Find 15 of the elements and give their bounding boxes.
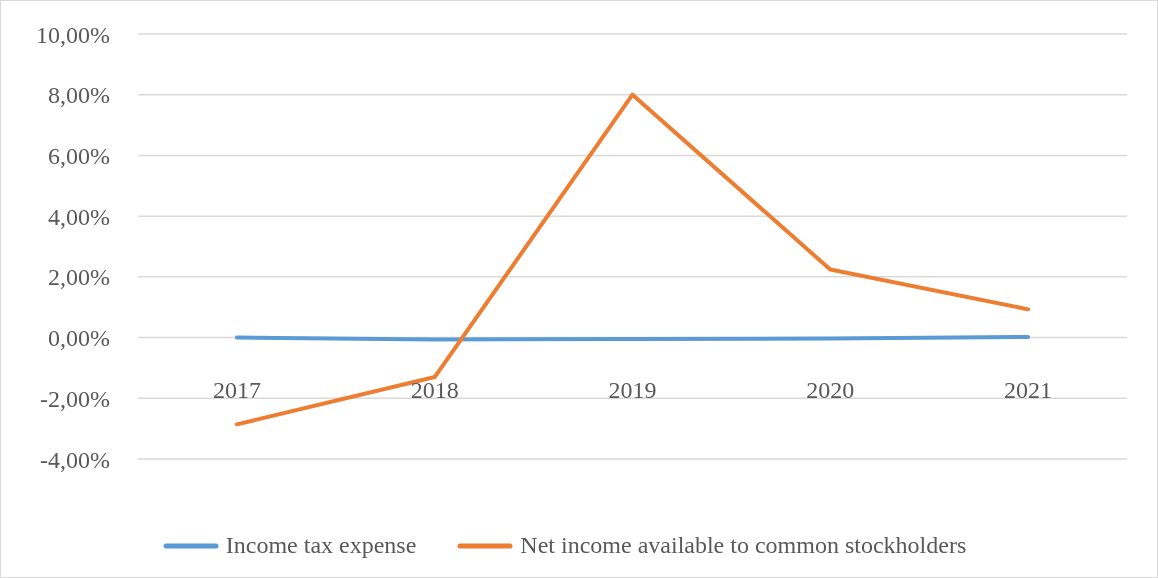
y-tick-label: 4,00% [48,203,110,230]
x-tick-label: 2019 [608,376,657,403]
x-tick-label: 2021 [1004,376,1053,403]
y-tick-label: 0,00% [48,325,110,352]
x-tick-label: 2018 [410,376,459,403]
y-tick-label: 2,00% [48,264,110,291]
y-tick-label: -4,00% [40,446,111,473]
y-tick-label: 6,00% [48,142,110,169]
x-tick-label: 2017 [212,376,261,403]
y-tick-label: 8,00% [48,82,110,109]
legend-label: Net income available to common stockholders [520,532,967,559]
x-tick-label: 2020 [806,376,855,403]
y-tick-label: -2,00% [40,385,111,412]
legend-label: Income tax expense [225,532,417,559]
y-tick-label: 10,00% [36,21,110,48]
